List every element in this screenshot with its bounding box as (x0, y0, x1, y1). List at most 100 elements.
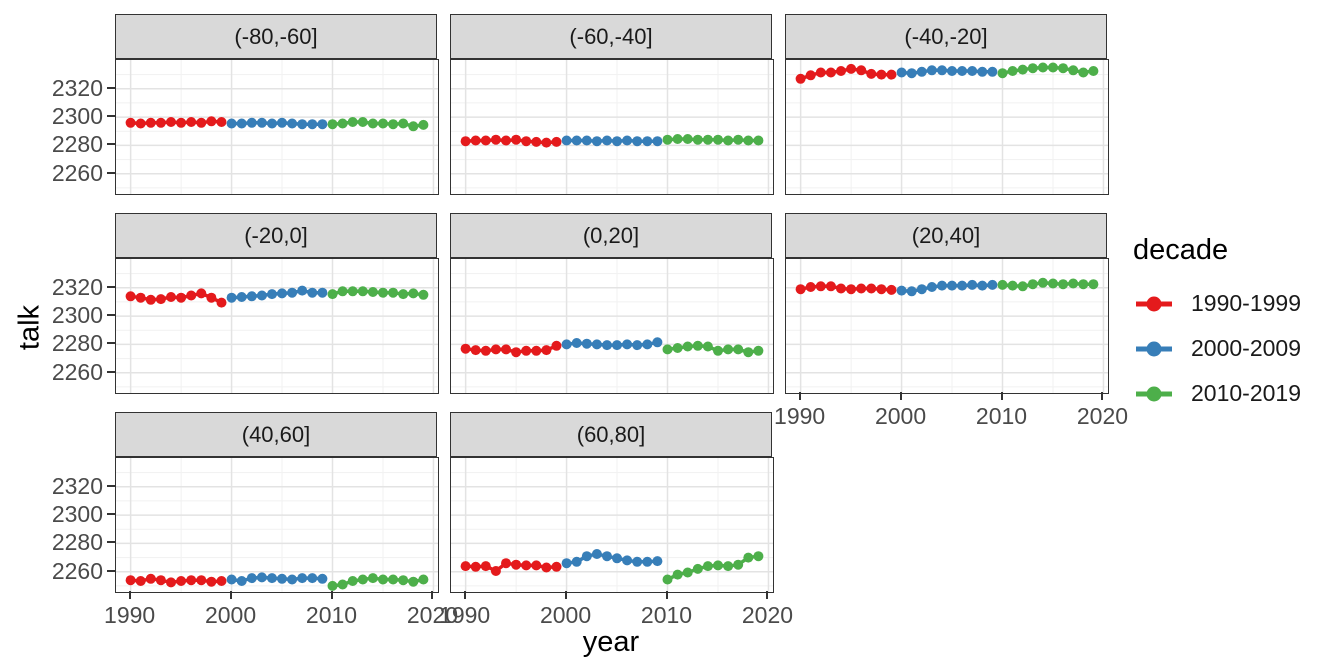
data-point (418, 574, 429, 585)
legend-item: 1990-1999 (1133, 281, 1301, 326)
data-point (866, 283, 877, 294)
y-tick-label: 2260 (51, 358, 103, 385)
data-point (196, 288, 207, 299)
series-line (1002, 65, 1094, 75)
data-point (216, 117, 227, 127)
data-point (733, 134, 744, 145)
data-point (501, 135, 511, 146)
y-tick-mark (107, 115, 115, 118)
data-point (612, 553, 622, 564)
data-point (511, 347, 522, 358)
data-point (987, 279, 998, 290)
data-point (490, 566, 501, 576)
series-1990-1999 (125, 573, 227, 588)
x-tick-label: 2010 (305, 602, 358, 628)
x-tick-label: 2010 (640, 602, 693, 628)
data-point (531, 345, 542, 356)
data-point (1088, 279, 1099, 290)
y-tick-mark (107, 484, 115, 487)
data-point (947, 280, 957, 291)
data-point (1037, 62, 1048, 73)
data-point (357, 574, 368, 585)
series-line (231, 121, 323, 126)
data-point (723, 561, 734, 572)
data-point (682, 567, 693, 578)
data-point (836, 283, 846, 294)
data-point (926, 65, 937, 76)
data-point (642, 556, 653, 567)
data-point (367, 573, 378, 584)
data-point (713, 134, 723, 145)
data-point (196, 117, 207, 128)
panel-canvas (116, 458, 438, 592)
data-point (501, 558, 511, 569)
panel-canvas (451, 259, 773, 393)
data-point (743, 135, 754, 146)
data-point (662, 344, 673, 355)
legend-item-label: 2000-2009 (1191, 335, 1301, 361)
data-point (337, 286, 348, 297)
data-point (267, 573, 277, 584)
data-point (166, 292, 176, 302)
data-point (226, 118, 237, 129)
y-tick-mark (107, 285, 115, 288)
data-point (1048, 62, 1058, 73)
data-point (937, 280, 947, 291)
data-point (581, 551, 592, 562)
data-point (551, 340, 562, 351)
panel-canvas (786, 259, 1108, 393)
y-tick-label: 2320 (51, 472, 103, 499)
x-tick-label: 2000 (539, 602, 592, 628)
data-point (561, 135, 572, 146)
facet-strip-label: (-40,-20] (785, 14, 1107, 59)
x-tick-mark (665, 591, 668, 599)
y-tick-mark (107, 513, 115, 516)
legend-key-icon (1136, 386, 1172, 401)
data-point (1068, 278, 1079, 289)
x-tick-mark (128, 591, 131, 599)
data-point (267, 118, 277, 129)
data-point (460, 561, 471, 572)
data-point (470, 561, 481, 572)
data-point (216, 576, 227, 586)
facet-strip-label: (-60,-40] (450, 14, 772, 59)
data-point (378, 287, 388, 298)
series-2010-2019 (327, 286, 429, 300)
data-point (561, 558, 572, 569)
data-point (926, 282, 937, 292)
data-point (307, 119, 318, 130)
data-point (521, 345, 532, 356)
y-tick-label: 2260 (51, 159, 103, 186)
data-point (367, 118, 378, 129)
data-point (957, 66, 968, 76)
legend-item-label: 2010-2019 (1191, 380, 1301, 406)
legend-item: 2010-2019 (1133, 371, 1301, 416)
data-point (612, 340, 622, 351)
data-point (490, 344, 501, 355)
data-point (672, 569, 683, 580)
series-2000-2009 (226, 572, 328, 586)
data-point (317, 573, 328, 584)
data-point (176, 576, 187, 586)
x-tick-mark (229, 591, 232, 599)
x-tick-label: 2010 (975, 403, 1028, 429)
data-point (246, 291, 257, 302)
data-point (460, 136, 471, 147)
data-point (733, 344, 744, 355)
data-point (297, 119, 308, 130)
data-point (166, 577, 176, 588)
y-tick-mark (107, 342, 115, 345)
data-point (591, 339, 602, 350)
x-tick-mark (564, 591, 567, 599)
data-point (856, 283, 867, 294)
series-2000-2009 (896, 65, 998, 79)
data-point (591, 549, 602, 559)
data-point (1007, 66, 1018, 76)
y-tick-label: 2320 (51, 74, 103, 101)
data-point (287, 574, 298, 585)
series-2010-2019 (662, 134, 764, 146)
x-tick-label: 2020 (741, 602, 794, 628)
data-point (125, 291, 136, 302)
y-tick-label: 2280 (51, 529, 103, 556)
data-point (1027, 279, 1038, 290)
